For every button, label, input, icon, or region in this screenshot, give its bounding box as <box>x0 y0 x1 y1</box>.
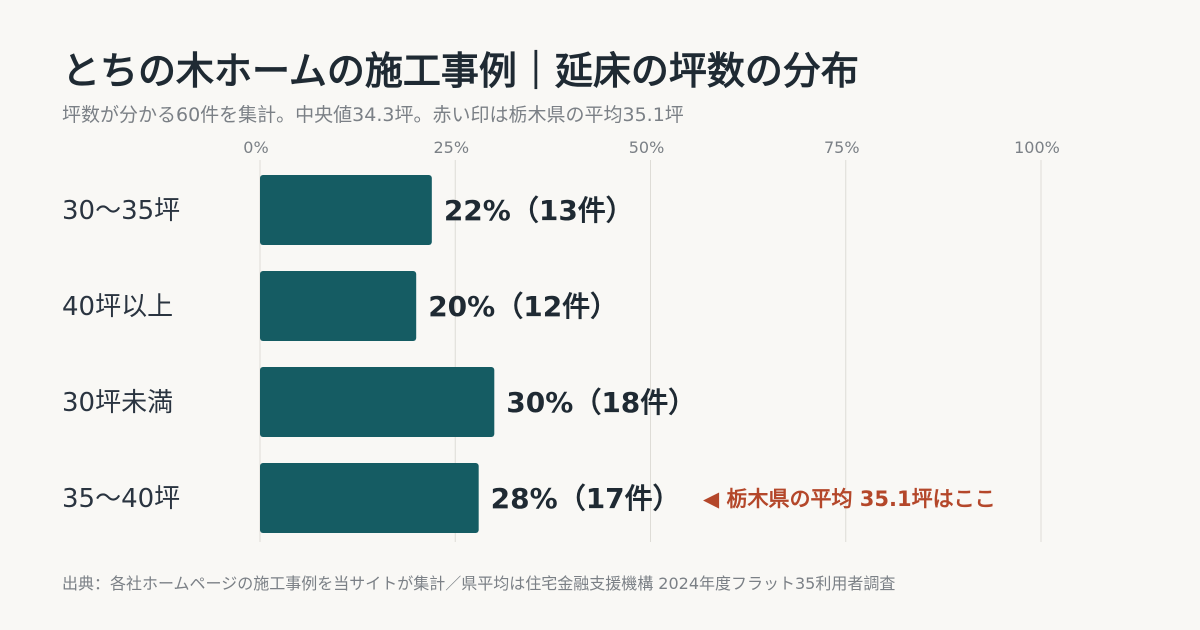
category-label: 40坪以上 <box>62 292 173 322</box>
bar <box>260 175 432 245</box>
x-tick-label: 100% <box>1014 138 1060 157</box>
data-label: 20%（12件） <box>428 290 618 323</box>
data-label: 30%（18件） <box>506 386 696 419</box>
bar <box>260 271 417 341</box>
data-label: 22%（13件） <box>444 194 634 227</box>
annotation-label: ◀ 栃木県の平均 35.1坪はここ <box>703 487 996 511</box>
x-tick-label: 75% <box>824 138 860 157</box>
bar <box>260 463 479 533</box>
data-label: 28%（17件） <box>491 482 681 515</box>
chart-subtitle: 坪数が分かる60件を集計。中央値34.3坪。赤い印は栃木県の平均35.1坪 <box>62 104 684 126</box>
x-tick-labels: 0% 25% 50% 75% 100% <box>243 138 1060 157</box>
source-note: 出典：各社ホームページの施工事例を当サイトが集計／県平均は住宅金融支援機構 20… <box>62 574 896 593</box>
chart-title: とちの木ホームの施工事例｜延床の坪数の分布 <box>62 49 859 93</box>
category-label: 30〜35坪 <box>62 196 180 226</box>
x-tick-label: 0% <box>243 138 268 157</box>
x-tick-label: 50% <box>629 138 665 157</box>
bar <box>260 367 495 437</box>
category-label: 30坪未満 <box>62 388 173 418</box>
x-tick-label: 25% <box>433 138 469 157</box>
bars <box>260 175 495 533</box>
labels: 30〜35坪 22%（13件） 40坪以上 20%（12件） 30坪未満 30%（18件）… <box>62 194 996 515</box>
category-label: 35〜40坪 <box>62 484 180 514</box>
